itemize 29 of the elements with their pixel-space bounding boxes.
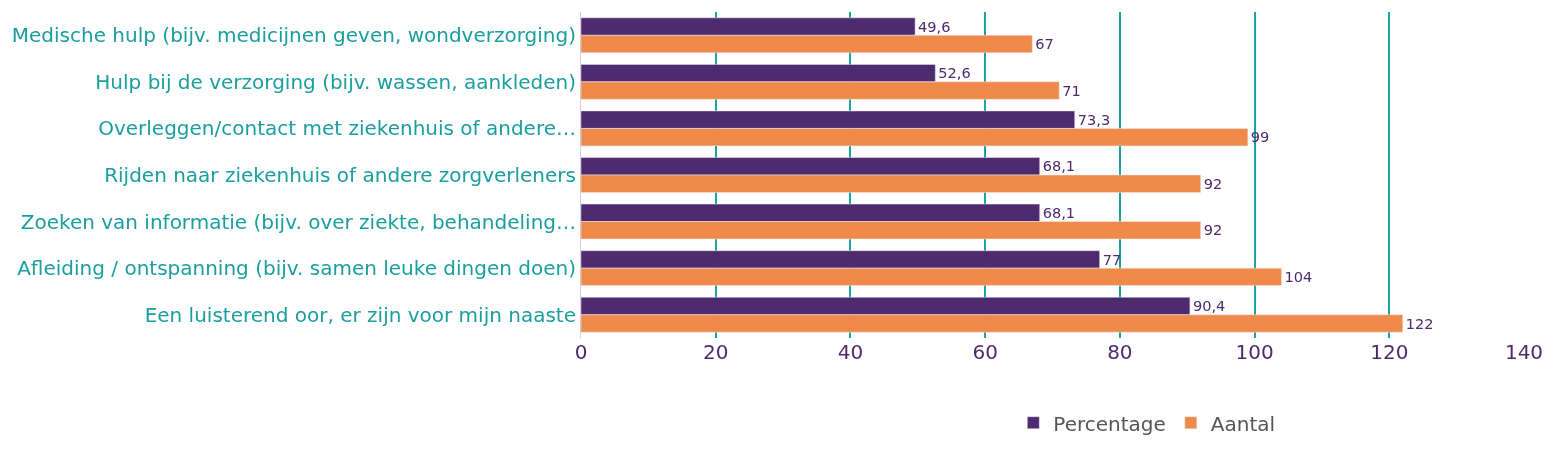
data-label: 67 — [1035, 35, 1054, 53]
data-label: 68,1 — [1042, 157, 1076, 175]
data-label: 92 — [1203, 174, 1223, 192]
x-tick-label: 0 — [574, 340, 588, 364]
data-label: 68,1 — [1042, 203, 1076, 221]
legend-label: Aantal — [1210, 411, 1276, 436]
data-label: 92 — [1203, 221, 1223, 239]
data-label: 71 — [1062, 81, 1081, 99]
data-label: 90,4 — [1192, 297, 1226, 315]
x-tick-label: 100 — [1235, 340, 1274, 364]
x-tick-label: 20 — [702, 340, 729, 364]
x-tick-label: 120 — [1370, 340, 1409, 364]
data-label: 73,3 — [1077, 110, 1111, 128]
y-tick-label: Overleggen/contact met ziekenhuis of andere… — [98, 116, 576, 141]
data-label: 49,6 — [918, 17, 951, 35]
y-tick-label: Een luisterend oor, er zijn voor mijn naaste — [144, 302, 576, 327]
data-label: 122 — [1405, 314, 1434, 332]
x-tick-label: 60 — [972, 340, 998, 364]
y-tick-label: Hulp bij de verzorging (bijv. wassen, aankleden) — [95, 69, 576, 94]
x-tick-label: 140 — [1504, 340, 1544, 364]
y-tick-label: Afleiding / ontspanning (bijv. samen leuke dingen doen) — [17, 256, 576, 281]
x-tick-label: 80 — [1107, 340, 1133, 364]
data-label: 104 — [1284, 267, 1313, 285]
legend-label: Percentage — [1053, 411, 1166, 436]
y-tick-label: Medische hulp (bijv. medicijnen geven, wondverzorging) — [11, 23, 576, 48]
data-label: 52,6 — [938, 64, 971, 82]
y-tick-label: Zoeken van informatie (bijv. over ziekte, behandeling… — [20, 209, 576, 234]
x-tick-label: 40 — [837, 340, 864, 364]
y-tick-label: Rijden naar ziekenhuis of andere zorgverleners — [104, 163, 576, 187]
